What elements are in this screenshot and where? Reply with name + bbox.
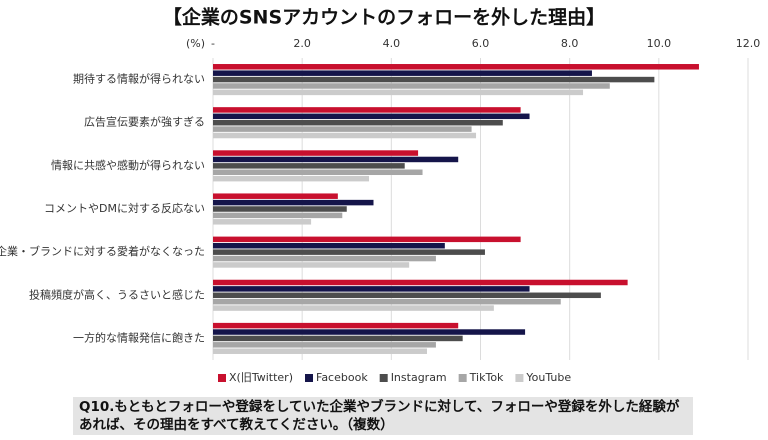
legend-label: X(旧Twitter) — [229, 371, 293, 384]
bar — [213, 292, 601, 299]
bar — [213, 255, 436, 262]
legend-swatch — [379, 374, 388, 382]
y-tick-label: 広告宣伝要素が強すぎる — [84, 115, 205, 129]
bar — [213, 286, 530, 292]
bar — [213, 249, 485, 255]
bar — [213, 329, 526, 335]
bar — [213, 279, 628, 286]
bar — [213, 156, 459, 163]
bar — [213, 126, 472, 132]
bar — [213, 305, 494, 311]
y-tick-label: 期待する情報が得られない — [73, 72, 205, 86]
chart-title: 【企業のSNSアカウントのフォローを外した理由】 — [163, 6, 605, 29]
bar — [213, 236, 521, 243]
chart: 【企業のSNSアカウントのフォローを外した理由】 (%) - 2.0 4.0 6.0 8… — [0, 6, 761, 385]
bar — [213, 298, 561, 305]
bar — [213, 199, 374, 206]
bar — [213, 113, 530, 120]
bar — [213, 150, 419, 156]
bar — [213, 70, 592, 76]
bar — [213, 242, 445, 249]
unit-label: (%) — [186, 37, 205, 50]
y-tick-label: 企業・ブランドに対する愛着がなくなった — [0, 244, 205, 258]
legend-swatch — [458, 374, 467, 382]
x-tick-label: 10.0 — [647, 37, 672, 50]
bar — [213, 64, 699, 70]
bar — [213, 219, 312, 225]
bar — [213, 206, 347, 212]
bar — [213, 212, 343, 219]
bar — [213, 89, 584, 96]
bar — [213, 342, 436, 348]
x-tick-label: 4.0 — [383, 37, 401, 50]
bar — [213, 322, 459, 329]
bar — [213, 119, 503, 126]
y-tick-label: 投稿頻度が高く、うるさいと感じた — [29, 287, 205, 301]
legend-label: YouTube — [525, 371, 571, 384]
legend-label: Facebook — [316, 371, 368, 384]
x-tick-label: - — [211, 37, 215, 50]
bar — [213, 175, 370, 182]
legend-label: Instagram — [391, 371, 447, 384]
x-tick-label: 6.0 — [472, 37, 490, 50]
bar — [213, 193, 338, 199]
bar — [213, 107, 521, 113]
y-tick-label: 一方的な情報発信に飽きた — [73, 330, 205, 344]
bar — [213, 83, 610, 89]
x-tick-label: 2.0 — [293, 37, 311, 50]
question-box: Q10.もともとフォローや登録をしていた企業やブランドに対して、フォローや登録を… — [73, 397, 693, 435]
x-tick-label: 12.0 — [736, 37, 761, 50]
y-tick-label: 情報に共感や感動が得られない — [51, 158, 205, 172]
y-tick-label: コメントやDMに対する反応ない — [44, 201, 205, 215]
legend-swatch — [305, 374, 313, 382]
bar — [213, 169, 423, 176]
bar — [213, 163, 405, 169]
bar — [213, 335, 463, 342]
bar — [213, 76, 655, 83]
bar — [213, 132, 477, 139]
legend-label: TikTok — [469, 371, 504, 384]
bar — [213, 348, 427, 354]
x-tick-label: 8.0 — [561, 37, 579, 50]
legend-swatch — [515, 374, 524, 382]
bar — [213, 262, 410, 268]
legend-swatch — [218, 374, 226, 382]
